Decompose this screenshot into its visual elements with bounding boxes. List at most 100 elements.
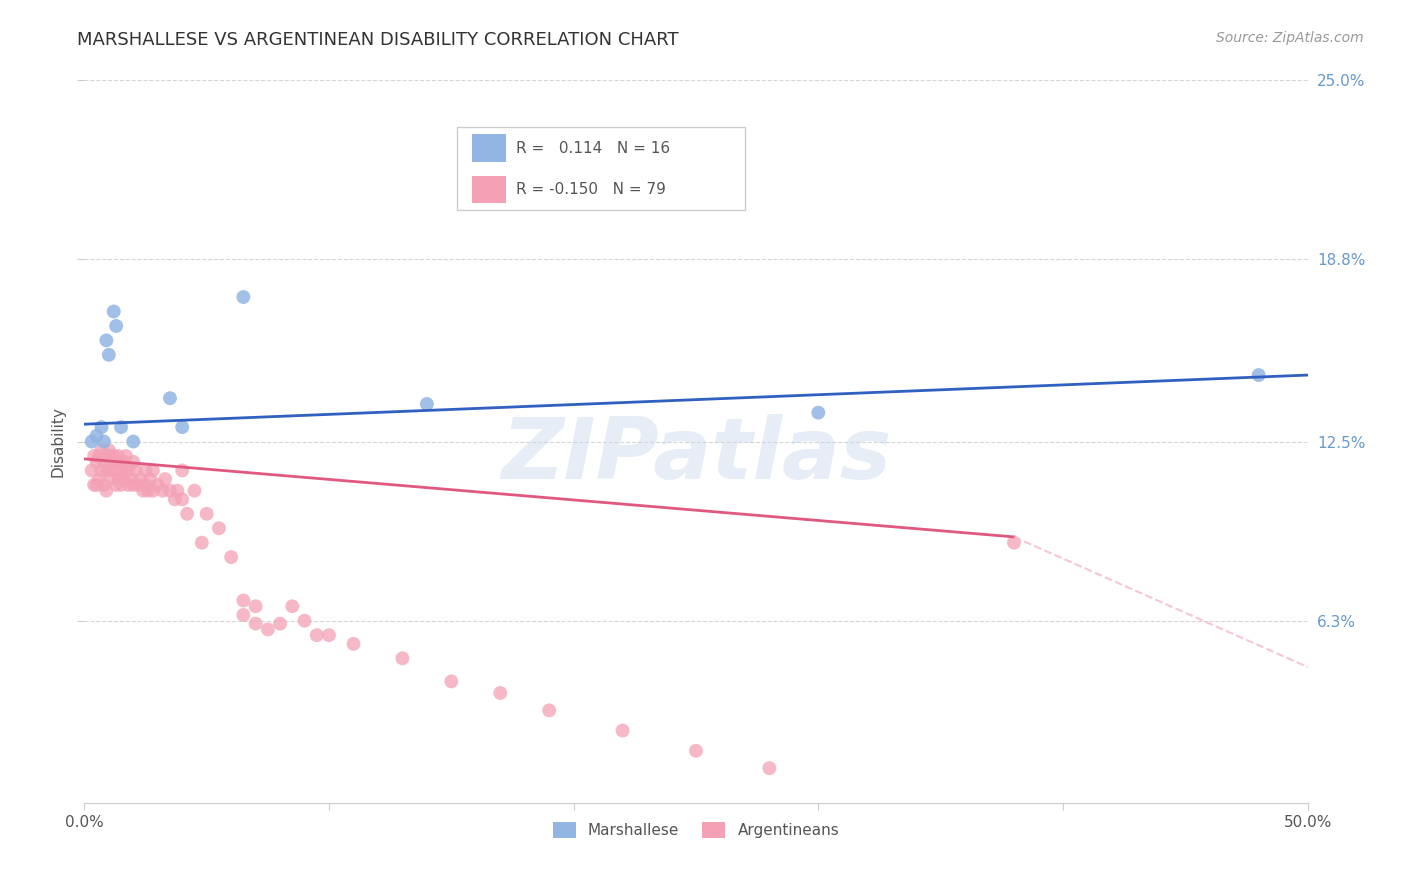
Point: [110, 420, 132, 434]
Point: [135, 478, 157, 492]
Point: [80, 434, 103, 449]
Point: [115, 449, 138, 463]
Point: [93, 478, 115, 492]
Point: [122, 434, 145, 449]
Point: [172, 492, 194, 507]
Point: [139, 472, 162, 486]
Text: Source: ZipAtlas.com: Source: ZipAtlas.com: [1216, 31, 1364, 45]
Point: [318, 628, 340, 642]
Point: [96, 449, 118, 463]
Point: [172, 420, 194, 434]
Point: [125, 463, 148, 477]
Point: [146, 478, 169, 492]
Point: [305, 628, 328, 642]
Point: [90, 463, 112, 477]
Point: [612, 723, 634, 738]
Point: [281, 599, 304, 614]
Point: [110, 478, 132, 492]
Point: [96, 463, 118, 477]
Point: [86, 478, 108, 492]
Point: [159, 483, 181, 498]
Point: [105, 318, 128, 333]
Point: [90, 420, 112, 434]
Point: [245, 616, 267, 631]
Text: ZIPatlas: ZIPatlas: [501, 415, 891, 498]
Point: [100, 455, 122, 469]
Y-axis label: Disability: Disability: [51, 406, 66, 477]
Point: [105, 455, 128, 469]
Text: R =   0.114   N = 16: R = 0.114 N = 16: [516, 141, 671, 155]
Point: [153, 472, 176, 486]
Point: [97, 463, 120, 477]
Point: [1247, 368, 1270, 382]
Point: [86, 455, 108, 469]
Point: [489, 686, 512, 700]
Point: [538, 703, 561, 717]
Point: [96, 483, 118, 498]
Point: [120, 472, 142, 486]
Point: [122, 455, 145, 469]
Point: [191, 535, 214, 549]
Point: [93, 455, 115, 469]
Point: [257, 623, 280, 637]
Point: [807, 406, 830, 420]
Point: [152, 483, 174, 498]
Point: [93, 434, 115, 449]
Point: [219, 550, 242, 565]
Bar: [472, 135, 506, 161]
Point: [112, 455, 135, 469]
Point: [87, 472, 110, 486]
Point: [107, 449, 129, 463]
Point: [440, 674, 463, 689]
Point: [97, 348, 120, 362]
Text: MARSHALLESE VS ARGENTINEAN DISABILITY CORRELATION CHART: MARSHALLESE VS ARGENTINEAN DISABILITY CO…: [77, 31, 679, 49]
Point: [183, 483, 205, 498]
Bar: [472, 176, 506, 203]
Point: [245, 599, 267, 614]
Text: R = -0.150   N = 79: R = -0.150 N = 79: [516, 182, 666, 197]
Point: [132, 483, 155, 498]
Point: [142, 483, 165, 498]
Point: [105, 478, 128, 492]
Point: [100, 472, 122, 486]
Point: [87, 449, 110, 463]
Point: [163, 492, 186, 507]
Point: [83, 478, 105, 492]
Point: [391, 651, 413, 665]
Point: [83, 449, 105, 463]
Point: [129, 472, 152, 486]
Point: [122, 478, 145, 492]
Point: [136, 483, 159, 498]
Point: [117, 478, 139, 492]
Point: [142, 463, 165, 477]
Point: [103, 463, 125, 477]
Point: [166, 483, 188, 498]
Point: [159, 391, 181, 405]
Point: [208, 521, 231, 535]
Point: [96, 334, 118, 348]
Point: [232, 607, 254, 622]
Point: [758, 761, 780, 775]
Point: [80, 463, 103, 477]
Point: [112, 472, 135, 486]
Point: [117, 463, 139, 477]
Point: [135, 463, 157, 477]
Point: [115, 463, 138, 477]
Point: [172, 463, 194, 477]
Point: [342, 637, 364, 651]
Point: [97, 449, 120, 463]
Point: [110, 463, 132, 477]
Point: [294, 614, 316, 628]
Point: [107, 472, 129, 486]
Point: [232, 593, 254, 607]
Point: [232, 290, 254, 304]
Point: [86, 429, 108, 443]
Point: [195, 507, 218, 521]
Point: [97, 443, 120, 458]
Point: [176, 507, 198, 521]
FancyBboxPatch shape: [457, 128, 745, 211]
Point: [103, 304, 125, 318]
Point: [269, 616, 291, 631]
Legend: Marshallese, Argentineans: Marshallese, Argentineans: [546, 814, 846, 846]
Point: [90, 443, 112, 458]
